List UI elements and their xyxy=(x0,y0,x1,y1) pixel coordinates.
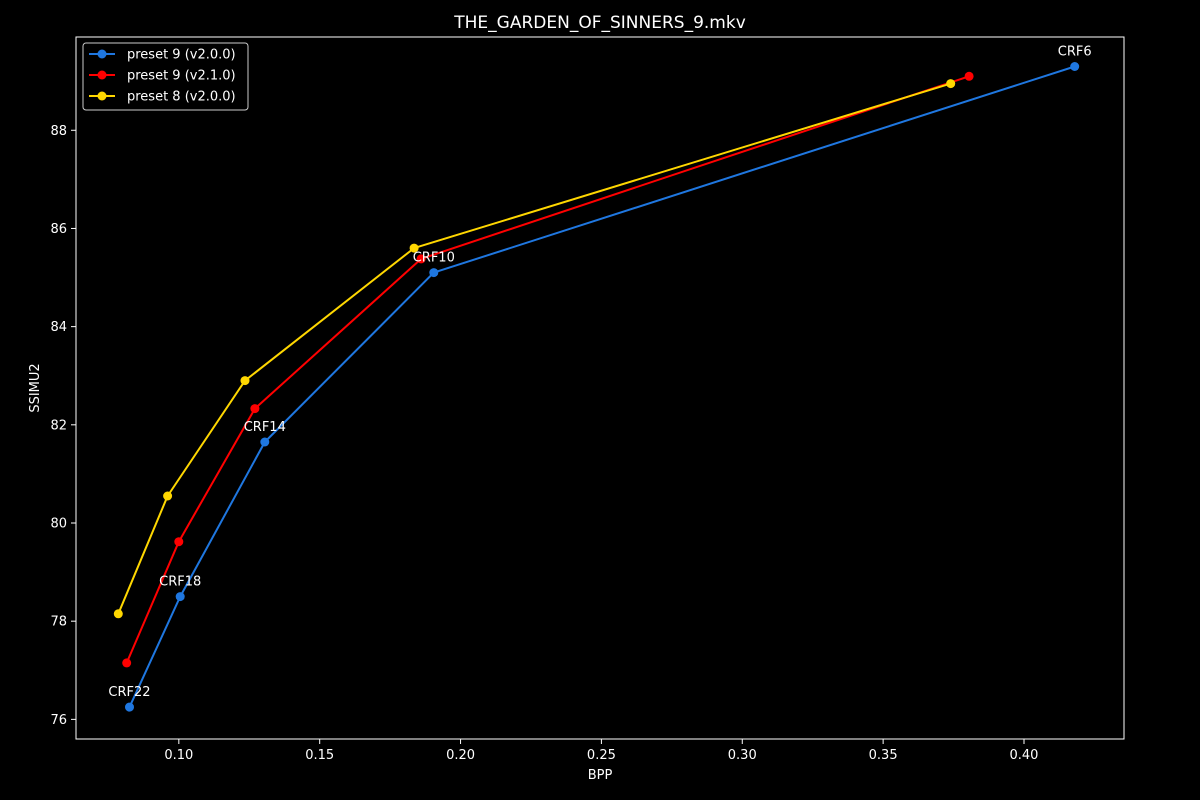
x-tick-label: 0.35 xyxy=(869,748,898,763)
data-point xyxy=(163,491,173,501)
data-point xyxy=(409,243,419,253)
y-tick-label: 76 xyxy=(50,713,67,728)
x-axis-ticks: 0.10 0.15 0.20 0.25 0.30 0.35 0.40 xyxy=(164,739,1038,763)
y-tick-label: 84 xyxy=(50,320,67,335)
y-axis-label: SSIMU2 xyxy=(28,363,43,412)
x-tick-label: 0.30 xyxy=(728,748,757,763)
legend-item: preset 8 (v2.0.0) xyxy=(89,90,236,105)
x-axis-label: BPP xyxy=(588,768,613,783)
legend-box xyxy=(82,42,249,111)
data-point xyxy=(946,79,956,89)
series-1 xyxy=(125,62,1080,712)
crf-annotation: CRF22 xyxy=(108,685,150,700)
series-line xyxy=(117,82,951,615)
x-tick-label: 0.40 xyxy=(1010,748,1039,763)
data-point xyxy=(250,404,260,414)
y-tick-label: 80 xyxy=(50,517,67,532)
legend-marker xyxy=(97,70,107,80)
crf-annotation: CRF6 xyxy=(1058,45,1092,60)
series-layer xyxy=(113,62,1080,712)
series-2 xyxy=(122,71,974,668)
y-tick-label: 88 xyxy=(50,124,67,139)
legend-marker xyxy=(97,91,107,101)
series-line xyxy=(128,65,1076,708)
data-point xyxy=(260,437,270,447)
chart-title: THE_GARDEN_OF_SINNERS_9.mkv xyxy=(453,13,746,33)
data-point xyxy=(174,537,184,547)
y-tick-label: 86 xyxy=(50,222,67,237)
series-3 xyxy=(113,79,956,619)
data-point xyxy=(125,702,134,712)
legend-label: preset 9 (v2.0.0) xyxy=(127,48,236,63)
legend-item: preset 9 (v2.1.0) xyxy=(89,69,236,84)
legend: preset 9 (v2.0.0) preset 9 (v2.1.0) preset… xyxy=(82,42,249,111)
x-tick-label: 0.20 xyxy=(446,748,475,763)
data-point xyxy=(113,609,123,619)
series-line xyxy=(125,75,970,664)
x-tick-label: 0.10 xyxy=(164,748,193,763)
legend-item: preset 9 (v2.0.0) xyxy=(89,48,236,63)
x-tick-label: 0.15 xyxy=(305,748,334,763)
y-tick-label: 78 xyxy=(50,615,67,630)
data-point xyxy=(416,254,426,264)
annotation-layer: CRF22 CRF18 CRF14 CRF10 CRF6 xyxy=(108,45,1091,701)
plot-area-frame xyxy=(75,36,1125,740)
data-point xyxy=(240,376,250,386)
data-point xyxy=(429,268,439,278)
x-tick-label: 0.25 xyxy=(587,748,616,763)
crf-annotation: CRF10 xyxy=(413,251,455,266)
y-axis-ticks: 76 78 80 82 84 86 88 xyxy=(50,124,76,728)
crf-annotation: CRF14 xyxy=(244,420,286,435)
legend-marker xyxy=(97,49,107,59)
data-point xyxy=(122,658,132,668)
y-tick-label: 82 xyxy=(50,418,67,433)
data-point xyxy=(1070,62,1080,71)
legend-label: preset 8 (v2.0.0) xyxy=(127,90,236,105)
crf-annotation: CRF18 xyxy=(159,575,201,590)
data-point xyxy=(175,592,185,602)
legend-label: preset 9 (v2.1.0) xyxy=(127,69,236,84)
data-point xyxy=(964,71,974,81)
